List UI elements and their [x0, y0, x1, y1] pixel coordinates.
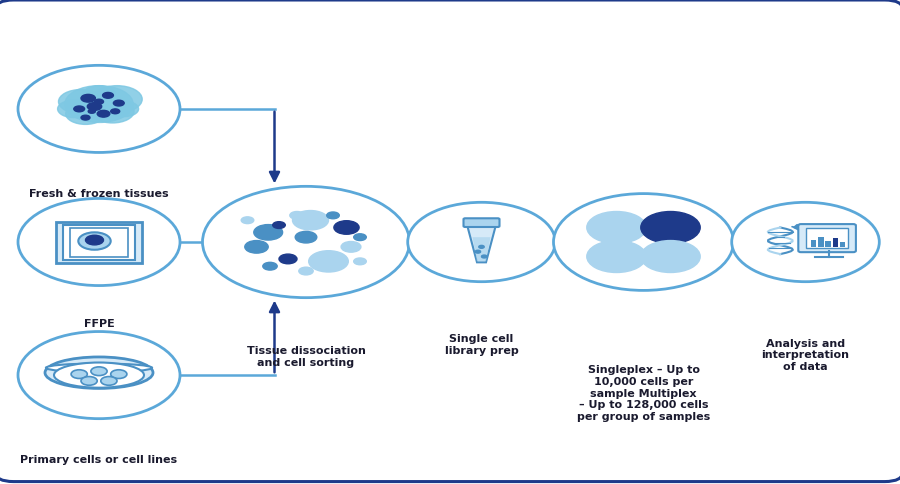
- Circle shape: [587, 212, 646, 243]
- Text: Tissue dissociation
and cell sorting: Tissue dissociation and cell sorting: [247, 346, 365, 368]
- Circle shape: [327, 212, 339, 219]
- Circle shape: [354, 258, 366, 265]
- Circle shape: [241, 217, 254, 224]
- Circle shape: [354, 234, 366, 241]
- Polygon shape: [472, 237, 490, 261]
- Circle shape: [341, 242, 361, 252]
- Circle shape: [408, 202, 555, 282]
- Circle shape: [74, 106, 85, 112]
- Circle shape: [479, 245, 484, 248]
- Circle shape: [97, 110, 110, 117]
- Circle shape: [91, 100, 134, 123]
- Circle shape: [245, 241, 268, 253]
- Circle shape: [641, 241, 700, 272]
- Circle shape: [94, 99, 104, 104]
- FancyBboxPatch shape: [811, 240, 816, 247]
- Circle shape: [81, 377, 97, 385]
- Circle shape: [290, 212, 304, 219]
- Circle shape: [254, 225, 283, 240]
- Circle shape: [111, 109, 120, 114]
- Circle shape: [292, 211, 328, 230]
- Ellipse shape: [46, 363, 152, 372]
- Circle shape: [113, 100, 124, 106]
- Circle shape: [475, 250, 481, 253]
- Circle shape: [273, 222, 285, 228]
- FancyBboxPatch shape: [798, 224, 856, 252]
- Circle shape: [58, 100, 90, 118]
- Circle shape: [202, 186, 410, 298]
- Circle shape: [334, 221, 359, 234]
- Circle shape: [87, 103, 102, 110]
- FancyBboxPatch shape: [806, 228, 848, 248]
- Text: Singleplex – Up to
10,000 cells per
sample Multiplex
– Up to 128,000 cells
per g: Singleplex – Up to 10,000 cells per samp…: [577, 365, 710, 422]
- Circle shape: [65, 86, 133, 122]
- Circle shape: [263, 262, 277, 270]
- FancyBboxPatch shape: [464, 218, 500, 227]
- Circle shape: [482, 255, 487, 258]
- Text: Primary cells or cell lines: Primary cells or cell lines: [21, 455, 177, 465]
- Circle shape: [18, 332, 180, 419]
- Circle shape: [299, 267, 313, 275]
- Circle shape: [295, 231, 317, 243]
- Circle shape: [309, 251, 348, 272]
- Circle shape: [81, 94, 95, 102]
- Circle shape: [111, 370, 127, 378]
- Ellipse shape: [54, 363, 144, 388]
- Circle shape: [554, 194, 734, 290]
- Circle shape: [641, 212, 700, 243]
- Polygon shape: [467, 225, 496, 262]
- Circle shape: [78, 232, 111, 250]
- Circle shape: [86, 235, 104, 245]
- FancyBboxPatch shape: [63, 225, 135, 260]
- Circle shape: [103, 92, 113, 98]
- Circle shape: [279, 254, 297, 264]
- FancyBboxPatch shape: [818, 237, 824, 247]
- Circle shape: [110, 101, 139, 117]
- Circle shape: [81, 115, 90, 120]
- Text: FFPE: FFPE: [84, 319, 114, 330]
- Circle shape: [92, 86, 142, 113]
- FancyBboxPatch shape: [825, 241, 831, 247]
- Circle shape: [18, 65, 180, 152]
- Circle shape: [83, 86, 115, 103]
- Circle shape: [58, 90, 104, 114]
- FancyBboxPatch shape: [832, 238, 838, 247]
- Text: Single cell
library prep: Single cell library prep: [445, 334, 518, 356]
- FancyBboxPatch shape: [70, 228, 128, 257]
- Circle shape: [71, 370, 87, 378]
- Circle shape: [66, 103, 105, 124]
- Ellipse shape: [45, 357, 153, 388]
- FancyBboxPatch shape: [840, 242, 845, 247]
- Circle shape: [587, 241, 646, 272]
- Circle shape: [18, 198, 180, 286]
- Circle shape: [732, 202, 879, 282]
- Text: Analysis and
interpretation
of data: Analysis and interpretation of data: [761, 339, 850, 372]
- Circle shape: [101, 377, 117, 385]
- FancyBboxPatch shape: [56, 222, 142, 263]
- Circle shape: [88, 109, 95, 113]
- Text: Fresh & frozen tissues: Fresh & frozen tissues: [29, 189, 169, 199]
- Circle shape: [91, 367, 107, 376]
